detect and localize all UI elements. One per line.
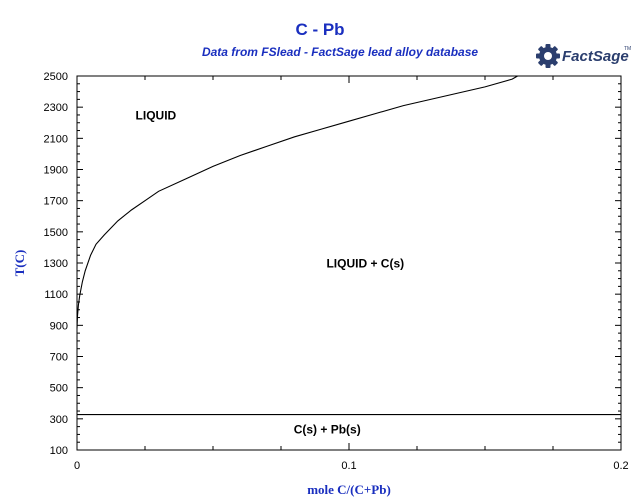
y-tick-label: 1500 [44,227,68,239]
x-tick-label: 0.2 [613,460,628,472]
logo-tm: TM [624,46,631,52]
liquidus-line [76,75,518,329]
factsage-logo: FactSage TM [536,38,632,74]
y-tick-label: 700 [50,352,68,364]
y-tick-label: 2100 [44,133,68,145]
chart-title: C - Pb [295,20,345,39]
x-tick-label: 0 [74,460,80,472]
phase-boundaries [76,75,621,416]
chart-subtitle: Data from FSlead - FactSage lead alloy d… [201,45,479,59]
axis-tick-labels: 100 300 500 700 900 1100 1300 1500 1700 1900 2100 2… [44,71,629,472]
axis-ticks [76,75,622,451]
phase-region-labels: LIQUID LIQUID + C(s) C(s) + Pb(s) [136,109,405,437]
y-tick-label: 1100 [44,289,68,301]
x-axis-label: mole C/(C+Pb) [307,482,391,497]
x-tick-label: 0.1 [341,460,356,472]
y-tick-label: 300 [50,414,68,426]
y-tick-label: 1900 [44,165,68,177]
y-tick-label: 2500 [44,71,68,83]
factsage-logo-icon [536,44,560,68]
y-tick-label: 900 [50,320,68,332]
y-axis-label: T(C) [12,250,27,277]
logo-text: FactSage [562,48,629,65]
region-label: LIQUID + C(s) [326,257,404,271]
region-label: LIQUID [136,109,177,123]
y-tick-label: 100 [50,445,68,457]
y-tick-label: 1700 [44,196,68,208]
y-tick-label: 2300 [44,102,68,114]
y-tick-label: 500 [50,383,68,395]
y-tick-label: 1300 [44,258,68,270]
region-label: C(s) + Pb(s) [294,423,361,437]
